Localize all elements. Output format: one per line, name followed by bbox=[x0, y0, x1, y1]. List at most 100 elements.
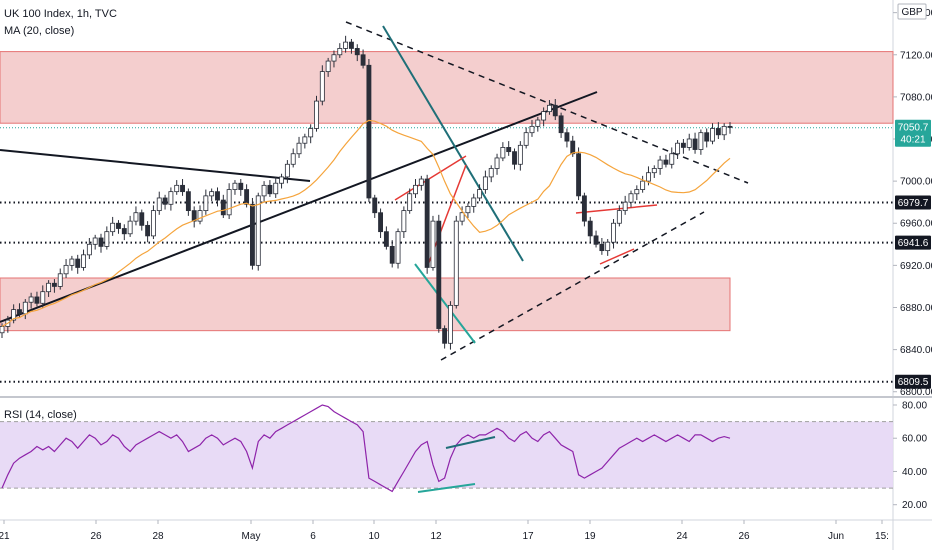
candle-body bbox=[360, 54, 366, 66]
horizontal-levels bbox=[0, 127, 893, 383]
trendline-teal[interactable] bbox=[382, 25, 524, 262]
candle-body bbox=[634, 189, 640, 195]
ma-legend-label: MA (20, close) bbox=[4, 25, 74, 37]
candle-body bbox=[331, 54, 337, 62]
candle-body bbox=[506, 147, 512, 153]
trendline-green-wedge[interactable] bbox=[414, 263, 476, 344]
candle-body bbox=[28, 296, 34, 303]
time-tick-label: 17 bbox=[522, 531, 534, 542]
candle-body bbox=[482, 176, 488, 190]
candle-body bbox=[576, 153, 582, 197]
trendline-red-flat[interactable] bbox=[575, 204, 658, 214]
candle-body bbox=[98, 237, 104, 247]
candle-body bbox=[587, 220, 593, 237]
candle-body bbox=[366, 64, 372, 199]
candle-body bbox=[81, 254, 86, 268]
time-tick-label: 10 bbox=[368, 531, 380, 542]
price-zone[interactable] bbox=[0, 51, 894, 124]
candle-body bbox=[535, 119, 541, 127]
candle-body bbox=[104, 231, 110, 247]
rsi-band bbox=[0, 421, 893, 489]
candle-body bbox=[110, 222, 116, 233]
time-tick-label: 26 bbox=[90, 531, 102, 542]
candle-body bbox=[226, 189, 232, 216]
candle-body bbox=[40, 291, 46, 304]
symbol-title: UK 100 Index, 1h, TVC bbox=[4, 8, 117, 20]
trendline-red-short[interactable] bbox=[599, 248, 635, 265]
candle-body bbox=[680, 142, 686, 148]
candle-body bbox=[669, 153, 675, 165]
candle-body bbox=[500, 147, 506, 159]
candle-body bbox=[430, 220, 436, 268]
candle-body bbox=[249, 203, 255, 266]
candle-body bbox=[168, 191, 174, 205]
candle-body bbox=[162, 197, 168, 205]
candle-body bbox=[372, 197, 378, 214]
candle-body bbox=[686, 138, 692, 148]
candle-body bbox=[127, 220, 133, 235]
candle-body bbox=[133, 212, 139, 222]
candle-body bbox=[715, 128, 721, 136]
candle-body bbox=[581, 195, 587, 222]
candle-body bbox=[395, 231, 401, 264]
rsi-axis[interactable]: 20.00 40.00 60.00 80.00 bbox=[893, 400, 927, 511]
candle-body bbox=[710, 128, 715, 142]
candle-body bbox=[63, 264, 69, 275]
price-tick-label: 7120.00 bbox=[900, 50, 932, 61]
candle-body bbox=[86, 243, 92, 256]
candle-body bbox=[0, 326, 5, 334]
candle-body bbox=[459, 212, 465, 222]
candle-body bbox=[622, 201, 628, 212]
level-price-value: 6941.6 bbox=[898, 238, 929, 249]
trendline-upper-black[interactable] bbox=[0, 149, 311, 182]
candle-body bbox=[46, 282, 52, 293]
candle-body bbox=[383, 231, 389, 247]
rsi-pane bbox=[0, 404, 893, 493]
candle-body bbox=[197, 210, 203, 222]
level-price-tag bbox=[895, 195, 931, 210]
candle-body bbox=[34, 296, 40, 304]
time-tick-label: 15: bbox=[875, 531, 889, 542]
candle-body bbox=[418, 178, 424, 186]
time-tick-label: 26 bbox=[738, 531, 750, 542]
currency-box[interactable] bbox=[897, 3, 927, 20]
candle-body bbox=[448, 304, 453, 344]
price-tick-label: 6800.00 bbox=[900, 387, 932, 398]
time-axis[interactable]: 21 26 28 May 6 10 12 17 19 24 26 Jun 15: bbox=[0, 520, 889, 542]
candle-body bbox=[296, 142, 302, 155]
time-tick-label: Jun bbox=[828, 531, 844, 542]
price-tick-label: 6840.00 bbox=[900, 345, 932, 356]
time-tick-label: 6 bbox=[310, 531, 316, 542]
rsi-divergence-green[interactable] bbox=[417, 483, 476, 493]
level-price-value: 6809.5 bbox=[898, 377, 929, 388]
candle-body bbox=[349, 41, 354, 49]
candle-body bbox=[244, 189, 250, 205]
candle-body bbox=[314, 100, 319, 129]
time-tick-label: May bbox=[242, 531, 261, 542]
candle-body bbox=[547, 104, 552, 113]
candle-body bbox=[389, 246, 395, 264]
time-tick-label: 21 bbox=[0, 531, 10, 542]
rsi-divergence-teal[interactable] bbox=[445, 436, 496, 449]
candle-body bbox=[657, 159, 663, 169]
time-tick-label: 19 bbox=[584, 531, 596, 542]
price-tick-label: 6960.00 bbox=[900, 219, 932, 230]
trendline-rising-black[interactable] bbox=[0, 91, 598, 323]
price-zone[interactable] bbox=[0, 277, 731, 332]
candle-body bbox=[75, 258, 81, 268]
candle-body bbox=[302, 136, 308, 144]
candle-body bbox=[407, 193, 413, 212]
candle-body bbox=[215, 191, 220, 201]
candle-body bbox=[401, 210, 407, 233]
candle-body bbox=[651, 168, 657, 174]
rsi-tick-label: 40.00 bbox=[902, 467, 927, 478]
moving-average-line bbox=[1, 119, 731, 327]
candle-body bbox=[343, 41, 349, 49]
candle-body bbox=[51, 282, 57, 287]
price-tick-label: 7080.00 bbox=[900, 92, 932, 103]
trendline-red-channel-top[interactable] bbox=[394, 155, 467, 201]
price-tick-label: 6920.00 bbox=[900, 261, 932, 272]
candle-body bbox=[541, 111, 547, 121]
level-price-value: 6979.7 bbox=[898, 198, 929, 209]
